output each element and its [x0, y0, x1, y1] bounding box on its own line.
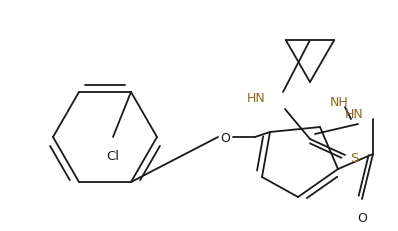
Text: O: O — [220, 131, 230, 144]
Text: NH: NH — [330, 96, 349, 109]
Text: HN: HN — [344, 108, 363, 121]
Text: S: S — [350, 151, 358, 164]
Text: HN: HN — [246, 91, 265, 104]
Text: O: O — [357, 211, 367, 224]
Text: Cl: Cl — [107, 149, 119, 162]
